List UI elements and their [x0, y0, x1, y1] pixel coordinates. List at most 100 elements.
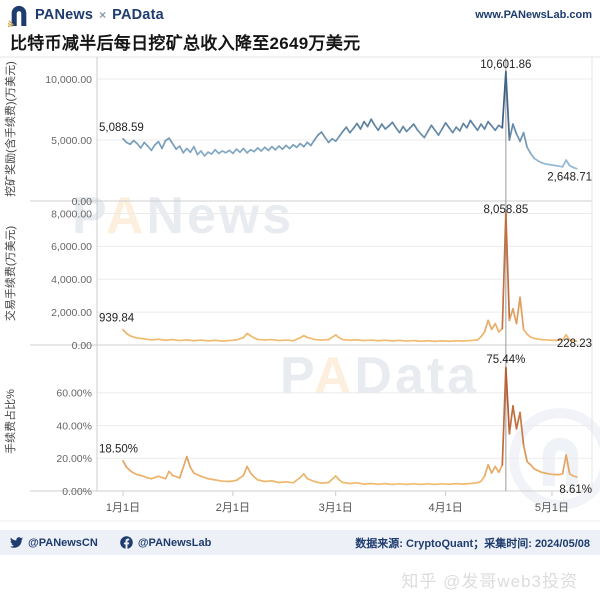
annotation-max: 8,058.85 — [483, 204, 528, 216]
site-url: www.PANewsLab.com — [475, 9, 592, 21]
series-segment — [357, 483, 364, 484]
series-segment — [449, 484, 456, 485]
series-segment — [573, 476, 577, 477]
series-segment — [190, 467, 194, 473]
series-segment — [314, 135, 318, 140]
series-segment — [371, 119, 375, 125]
series-segment — [272, 481, 279, 483]
twitter-icon — [10, 536, 23, 549]
series-segment — [293, 478, 300, 483]
series-segment — [481, 476, 485, 481]
series-segment — [229, 340, 236, 341]
series-segment — [428, 341, 435, 342]
series-segment — [368, 119, 372, 126]
data-source-note: 数据来源: CryptoQuant；采集时间: 2024/05/08 — [355, 535, 590, 551]
series-segment — [513, 124, 517, 134]
series-segment — [166, 340, 173, 341]
series-segment — [180, 457, 187, 478]
annotation-first: 18.50% — [99, 444, 138, 456]
header: PANews × PAData www.PANewsLab.com — [0, 0, 600, 27]
series-segment — [506, 368, 510, 434]
series-segment — [322, 132, 326, 137]
series-segment — [215, 480, 222, 481]
series-segment — [293, 338, 300, 341]
series-segment — [502, 213, 506, 329]
series-segment — [439, 129, 443, 135]
brand-watermark: PAData — [280, 347, 479, 405]
twitter-account: @PANewsCN — [10, 536, 98, 549]
series-segment — [258, 339, 265, 340]
series-segment — [385, 484, 392, 485]
series-segment — [385, 340, 392, 341]
series-segment — [520, 297, 524, 329]
series-segment — [286, 482, 293, 483]
brand-left: PANews — [35, 7, 93, 23]
series-segment — [346, 127, 350, 132]
series-segment — [215, 340, 222, 341]
series-segment — [151, 476, 158, 478]
series-segment — [371, 340, 378, 341]
series-segment — [446, 123, 450, 128]
series-segment — [495, 466, 499, 472]
series-segment — [524, 445, 528, 461]
series-segment — [502, 368, 506, 465]
brand-separator: × — [99, 8, 106, 22]
annotation-last: 8.61% — [559, 484, 592, 496]
month-label: 4月1日 — [428, 502, 462, 514]
series-segment — [492, 466, 496, 473]
y-tick-label: 40.00% — [56, 420, 92, 432]
series-segment — [488, 465, 492, 473]
series-segment — [201, 340, 208, 341]
series-segment — [244, 466, 248, 475]
series-segment — [314, 482, 321, 484]
panews-logo-icon — [8, 3, 30, 27]
series-segment — [460, 124, 464, 131]
y-tick-label: 4,000.00 — [51, 274, 92, 286]
series-segment — [478, 124, 482, 130]
series-segment — [236, 475, 243, 480]
series-segment — [158, 476, 165, 478]
series-segment — [194, 340, 201, 341]
series-segment — [378, 124, 382, 130]
brand: PANews × PAData — [8, 3, 164, 27]
series-segment — [531, 153, 535, 158]
series-segment — [279, 482, 286, 483]
y-tick-label: 5,000.00 — [51, 135, 92, 147]
series-segment — [506, 72, 510, 140]
series-segment — [173, 144, 177, 149]
series-segment — [180, 146, 184, 153]
series-segment — [208, 340, 215, 341]
month-label: 3月1日 — [319, 502, 353, 514]
y-tick-label: 2,000.00 — [51, 307, 92, 319]
y-tick-label: 0.00 — [72, 340, 93, 352]
series-segment — [495, 324, 499, 332]
bottom-strip: 知乎 @发哥web3投资 — [0, 555, 600, 607]
series-segment — [485, 465, 489, 476]
series-segment — [400, 340, 407, 341]
series-segment — [506, 213, 510, 321]
series-segment — [272, 340, 279, 341]
series-segment — [463, 483, 470, 484]
series-segment — [378, 484, 385, 485]
series-segment — [339, 131, 343, 136]
series-segment — [158, 142, 162, 149]
series-segment — [424, 131, 428, 137]
zhihu-watermark: 知乎 @发哥web3投资 — [401, 567, 578, 592]
series-segment — [329, 476, 336, 483]
series-segment — [453, 127, 457, 132]
series-segment — [470, 120, 474, 125]
y-axis-title: 交易手续费(万美元) — [3, 226, 17, 321]
series-segment — [382, 124, 386, 129]
series-segment — [403, 127, 407, 132]
facebook-icon — [120, 536, 133, 549]
series-segment — [350, 483, 357, 484]
y-axis-title: 手续费占比% — [3, 389, 17, 454]
series-segment — [169, 138, 173, 143]
series-segment — [322, 482, 329, 483]
series-segment — [307, 479, 314, 482]
series-segment — [509, 406, 513, 434]
series-segment — [357, 340, 364, 341]
series-segment — [467, 120, 471, 127]
